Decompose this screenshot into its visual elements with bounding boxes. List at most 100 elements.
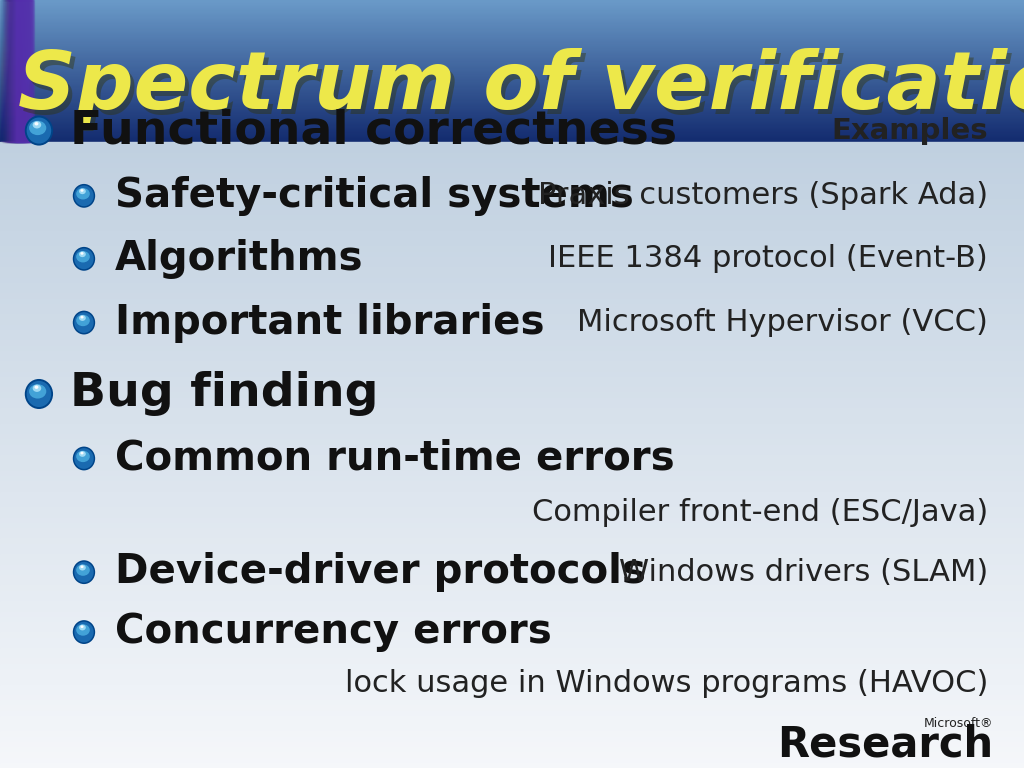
- Bar: [0, 5, 1024, 6]
- Bar: [1, 0, 18, 142]
- Bar: [0, 24, 1024, 25]
- Bar: [0, 230, 1024, 236]
- Bar: [0, 705, 1024, 710]
- Bar: [0, 486, 1024, 492]
- Text: Spectrum of verification tools: Spectrum of verification tools: [18, 48, 1024, 126]
- Bar: [7, 0, 25, 142]
- Bar: [0, 690, 1024, 695]
- Bar: [0, 141, 1024, 142]
- Bar: [3, 0, 20, 142]
- Bar: [0, 40, 1024, 41]
- Bar: [0, 585, 1024, 591]
- Bar: [0, 129, 1024, 131]
- Ellipse shape: [29, 384, 46, 399]
- Bar: [0, 32, 1024, 33]
- Ellipse shape: [27, 381, 51, 407]
- Bar: [0, 721, 1024, 727]
- Bar: [0, 28, 1024, 30]
- Bar: [15, 0, 32, 142]
- Bar: [0, 481, 1024, 486]
- Ellipse shape: [33, 385, 41, 392]
- Bar: [0, 122, 1024, 123]
- Bar: [0, 11, 1024, 12]
- Bar: [0, 123, 1024, 124]
- Ellipse shape: [27, 118, 51, 144]
- Bar: [15, 0, 33, 142]
- Bar: [1, 0, 17, 142]
- Bar: [0, 98, 1024, 100]
- Bar: [0, 35, 1024, 37]
- Bar: [0, 125, 1024, 127]
- Bar: [0, 351, 1024, 356]
- Bar: [0, 205, 1024, 210]
- Bar: [0, 747, 1024, 753]
- Bar: [0, 267, 1024, 273]
- Bar: [7, 0, 24, 142]
- Bar: [12, 0, 30, 142]
- Bar: [0, 18, 1024, 19]
- Bar: [15, 0, 33, 142]
- Bar: [0, 737, 1024, 742]
- Bar: [8, 0, 25, 142]
- Bar: [11, 0, 29, 142]
- Bar: [16, 0, 33, 142]
- Bar: [0, 168, 1024, 174]
- Bar: [10, 0, 28, 142]
- Bar: [0, 45, 1024, 46]
- Bar: [0, 340, 1024, 346]
- Ellipse shape: [73, 247, 95, 271]
- Bar: [0, 492, 1024, 497]
- Bar: [0, 120, 1024, 121]
- Bar: [8, 0, 26, 142]
- Ellipse shape: [76, 564, 90, 576]
- Bar: [11, 0, 29, 142]
- Bar: [0, 100, 1024, 101]
- Ellipse shape: [35, 122, 39, 125]
- Ellipse shape: [81, 189, 84, 192]
- Ellipse shape: [75, 449, 94, 468]
- Bar: [0, 135, 1024, 136]
- Bar: [0, 439, 1024, 445]
- Bar: [0, 39, 1024, 40]
- Bar: [5, 0, 22, 142]
- Bar: [0, 53, 1024, 55]
- Bar: [2, 0, 19, 142]
- Bar: [0, 257, 1024, 262]
- Bar: [0, 31, 1024, 32]
- Bar: [0, 115, 1024, 116]
- Text: Windows drivers (SLAM): Windows drivers (SLAM): [618, 558, 988, 587]
- Bar: [5, 0, 23, 142]
- Bar: [0, 137, 1024, 138]
- Bar: [0, 210, 1024, 215]
- Bar: [0, 66, 1024, 68]
- Ellipse shape: [79, 564, 86, 571]
- Bar: [0, 72, 1024, 74]
- Bar: [0, 377, 1024, 382]
- Text: IEEE 1384 protocol (Event-B): IEEE 1384 protocol (Event-B): [549, 244, 988, 273]
- Bar: [0, 220, 1024, 226]
- Bar: [0, 424, 1024, 429]
- Bar: [0, 325, 1024, 330]
- Bar: [0, 518, 1024, 523]
- Bar: [0, 695, 1024, 700]
- Bar: [1, 0, 18, 142]
- Bar: [0, 252, 1024, 257]
- Bar: [0, 174, 1024, 179]
- Ellipse shape: [73, 310, 95, 335]
- Text: Common run-time errors: Common run-time errors: [115, 439, 675, 478]
- Ellipse shape: [79, 624, 86, 631]
- Bar: [0, 0, 17, 142]
- Bar: [0, 22, 1024, 24]
- Bar: [0, 50, 1024, 51]
- Ellipse shape: [76, 624, 90, 636]
- Bar: [0, 0, 1024, 2]
- Ellipse shape: [81, 625, 84, 628]
- Bar: [0, 194, 1024, 200]
- Ellipse shape: [75, 248, 94, 270]
- Ellipse shape: [73, 184, 95, 208]
- Bar: [0, 710, 1024, 716]
- Bar: [0, 654, 1024, 658]
- Ellipse shape: [76, 188, 90, 200]
- Bar: [0, 63, 1024, 64]
- Text: Bug finding: Bug finding: [70, 372, 378, 416]
